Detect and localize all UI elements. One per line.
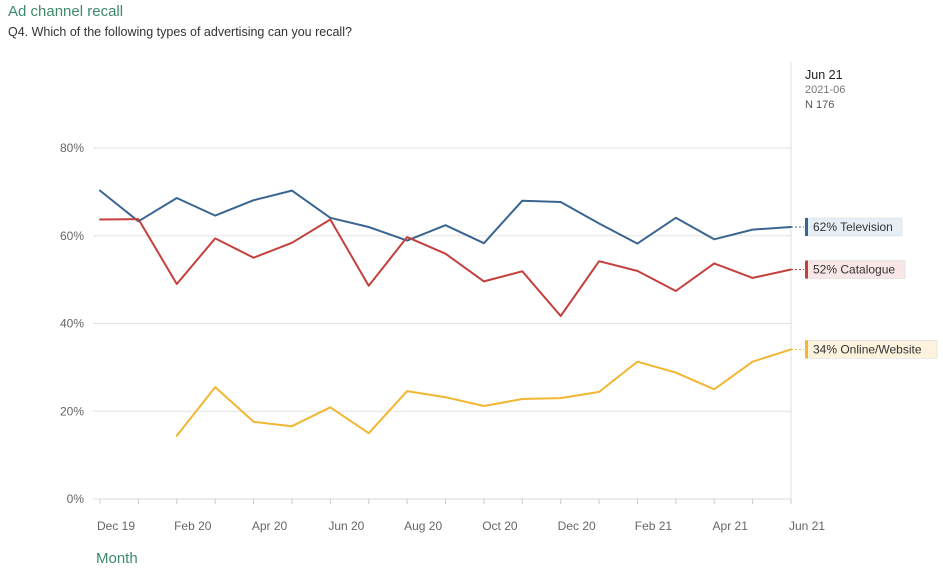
end-label-catalogue: 52% Catalogue — [813, 263, 895, 277]
x-tick-label: Jun 21 — [789, 519, 825, 533]
y-tick-label: 60% — [60, 229, 84, 243]
x-tick-label: Aug 20 — [404, 519, 442, 533]
chart-subtitle: Q4. Which of the following types of adve… — [8, 25, 352, 39]
end-labels: 62% Television 52% Catalogue 34% Online/We… — [791, 217, 938, 359]
series-lines — [99, 189, 792, 437]
period-date: Jun 21 — [805, 68, 843, 82]
end-label-marker — [805, 340, 808, 359]
y-tick-label: 20% — [60, 404, 84, 418]
end-label-television: 62% Television — [813, 220, 893, 234]
end-label-marker — [805, 260, 808, 279]
x-tick-label: Jun 20 — [328, 519, 364, 533]
end-label-online-website: 34% Online/Website — [813, 342, 922, 356]
x-tick-label: Apr 20 — [252, 519, 288, 533]
x-tick-label: Dec 19 — [97, 519, 135, 533]
chart-title: Ad channel recall — [8, 3, 124, 20]
x-tick-label: Feb 20 — [174, 519, 212, 533]
period-sample-size: N 176 — [805, 99, 835, 111]
x-tick-label: Apr 21 — [713, 519, 749, 533]
grid-lines — [93, 62, 792, 500]
end-label-marker — [805, 217, 808, 236]
period-code: 2021-06 — [805, 84, 846, 96]
x-tick-label: Oct 20 — [482, 519, 518, 533]
y-tick-label: 80% — [60, 141, 84, 155]
x-axis: Dec 19 Feb 20 Apr 20 Jun 20 Aug 20 Oct 20 Dec … — [97, 498, 825, 533]
x-tick-label: Feb 21 — [635, 519, 673, 533]
y-tick-label: 0% — [67, 492, 85, 506]
selected-period: Jun 21 2021-06 N 176 — [805, 68, 845, 113]
series-line-television — [99, 189, 792, 245]
x-axis-title: Month — [96, 550, 138, 567]
y-axis-ticks: 0% 20% 40% 60% 80% — [60, 141, 84, 506]
series-line-online-website — [175, 348, 792, 437]
y-tick-label: 40% — [60, 317, 84, 331]
series-line-catalogue — [99, 218, 792, 317]
x-tick-label: Dec 20 — [558, 519, 596, 533]
